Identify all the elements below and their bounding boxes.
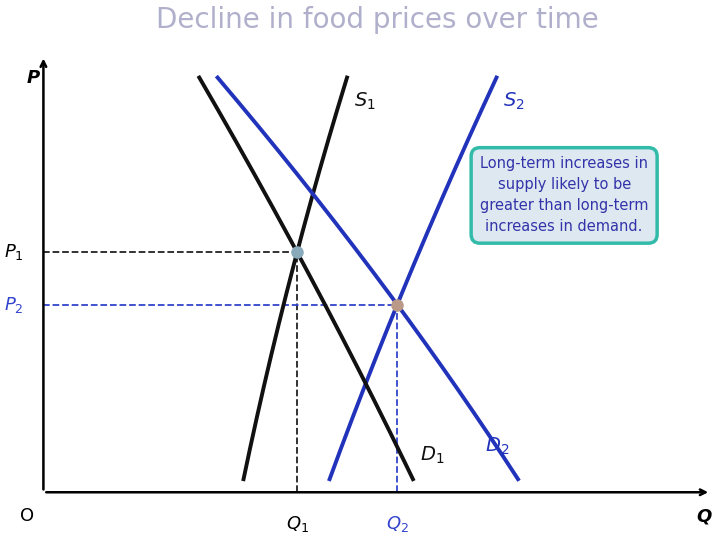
Text: $P_2$: $P_2$ [4,294,23,315]
Text: $D_2$: $D_2$ [485,436,509,457]
Text: Decline in food prices over time: Decline in food prices over time [156,6,598,34]
Text: $S_1$: $S_1$ [354,91,375,112]
Text: $Q_1$: $Q_1$ [286,514,309,534]
Text: $S_2$: $S_2$ [503,91,525,112]
Text: $P_1$: $P_1$ [4,242,23,262]
Text: O: O [19,507,34,525]
Text: $Q_2$: $Q_2$ [386,514,409,534]
Text: Long-term increases in
supply likely to be
greater than long-term
increases in d: Long-term increases in supply likely to … [480,157,649,234]
Text: $D_1$: $D_1$ [420,445,444,466]
Text: Q: Q [697,507,712,525]
Text: P: P [27,69,40,86]
